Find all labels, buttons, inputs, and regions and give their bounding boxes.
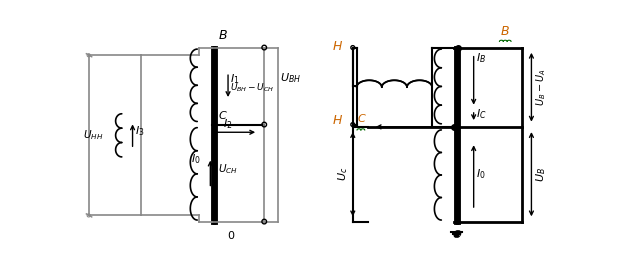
Text: $I_0$: $I_0$ — [191, 152, 201, 166]
Text: $H$: $H$ — [333, 114, 343, 127]
Text: $I_B$: $I_B$ — [476, 51, 486, 65]
Text: $U_B-U_A$: $U_B-U_A$ — [534, 69, 548, 106]
Text: $I_2$: $I_2$ — [224, 117, 233, 131]
Text: $0$: $0$ — [227, 229, 235, 240]
Text: $B$: $B$ — [500, 25, 510, 38]
Text: $U_{HH}$: $U_{HH}$ — [83, 128, 103, 142]
Text: $U_B$: $U_B$ — [534, 167, 548, 182]
Text: $I_C$: $I_C$ — [476, 108, 487, 121]
Text: $I_1$: $I_1$ — [230, 72, 239, 86]
Text: $C$: $C$ — [357, 112, 367, 124]
Text: $C$: $C$ — [218, 110, 228, 121]
Text: $H$: $H$ — [333, 39, 343, 53]
Text: $B$: $B$ — [218, 29, 228, 42]
Text: $U_{CH}$: $U_{CH}$ — [218, 162, 238, 176]
Text: $U_{BH}$: $U_{BH}$ — [280, 72, 301, 85]
Text: $O$: $O$ — [452, 228, 462, 240]
Text: $U_{BH}-U_{CH}$: $U_{BH}-U_{CH}$ — [230, 81, 274, 94]
Text: $I_3$: $I_3$ — [135, 125, 145, 138]
Text: $I_0$: $I_0$ — [476, 167, 486, 181]
Text: $U_c$: $U_c$ — [336, 167, 351, 181]
